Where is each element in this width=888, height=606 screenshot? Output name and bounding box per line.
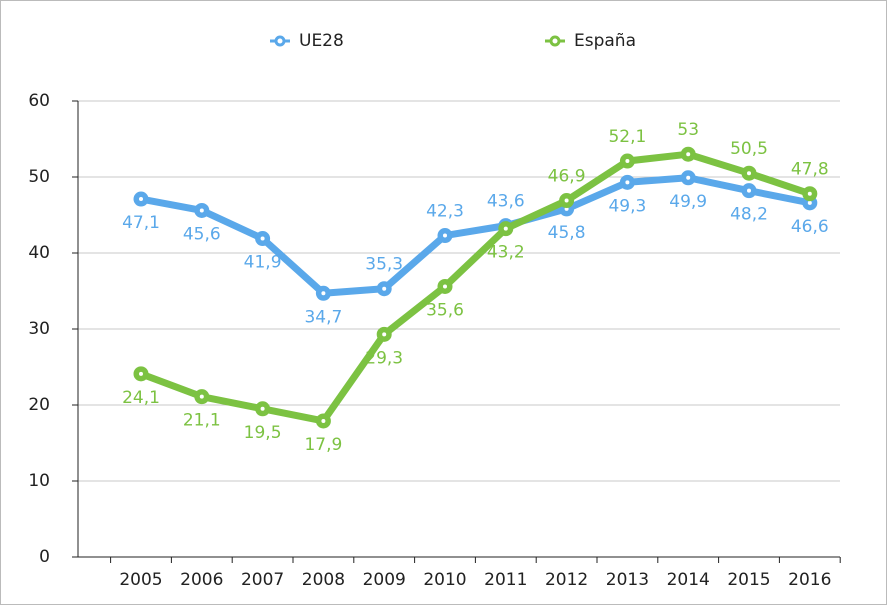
data-label: 43,2 [487, 243, 525, 263]
point-center [139, 371, 143, 376]
point-center [199, 394, 204, 399]
legend-marker [549, 35, 561, 47]
point-center [564, 198, 569, 203]
y-tick-label: 20 [28, 395, 50, 415]
point-center [443, 284, 447, 289]
point-center [625, 180, 630, 185]
data-label: 48,2 [730, 205, 768, 225]
data-label: 41,9 [244, 253, 282, 273]
x-tick-label: 2006 [180, 570, 223, 590]
point-center [139, 197, 143, 202]
x-tick-label: 2013 [606, 570, 649, 590]
data-label: 50,5 [730, 139, 768, 159]
point-center [382, 286, 387, 291]
point-center [503, 226, 508, 231]
y-tick-label: 40 [28, 243, 50, 263]
series-line [140, 174, 811, 297]
data-label: 35,6 [426, 300, 464, 320]
point-center [443, 233, 447, 238]
y-tick-label: 30 [28, 319, 50, 339]
x-tick-label: 2008 [302, 570, 345, 590]
data-label: 19,5 [244, 423, 282, 443]
data-label: 47,8 [791, 160, 829, 180]
data-label: 49,9 [669, 192, 707, 212]
data-label: 35,3 [365, 255, 403, 275]
legend-label: UE28 [299, 31, 344, 51]
data-label: 49,3 [608, 196, 646, 216]
point-center [747, 188, 751, 193]
point-center [807, 200, 812, 205]
point-center [686, 175, 691, 180]
x-tick-label: 2005 [119, 570, 162, 590]
y-tick-label: 0 [39, 547, 50, 567]
x-tick-label: 2010 [423, 570, 466, 590]
series-line [139, 150, 811, 425]
x-tick-label: 2012 [545, 570, 588, 590]
point-center [321, 291, 326, 296]
point-center [686, 152, 691, 157]
x-tick-label: 2009 [363, 570, 406, 590]
x-tick-label: 2007 [241, 570, 284, 590]
point-center [260, 236, 265, 241]
data-label: 47,1 [122, 213, 160, 233]
y-tick-label: 50 [28, 167, 50, 187]
point-center [807, 191, 812, 196]
data-label: 17,9 [304, 435, 342, 455]
y-tick-label: 10 [28, 471, 50, 491]
legend-label: España [574, 31, 636, 51]
point-center [260, 406, 265, 411]
point-center [321, 418, 326, 423]
data-label: 42,3 [426, 202, 464, 222]
data-label: 45,6 [183, 224, 221, 244]
point-center [625, 159, 630, 164]
data-label: 53 [677, 120, 699, 140]
x-tick-label: 2016 [788, 570, 831, 590]
data-label: 21,1 [183, 411, 221, 431]
point-center [382, 332, 387, 337]
data-label: 34,7 [304, 307, 342, 327]
x-tick-label: 2015 [727, 570, 770, 590]
data-label: 46,9 [548, 167, 586, 187]
legend-marker [274, 35, 286, 47]
data-label: 52,1 [608, 127, 646, 147]
y-tick-label: 60 [28, 91, 50, 111]
point-center [199, 208, 204, 213]
x-tick-label: 2014 [667, 570, 710, 590]
x-tick-label: 2011 [484, 570, 527, 590]
point-center [747, 171, 751, 176]
data-label: 29,3 [365, 348, 403, 368]
data-label: 43,6 [487, 192, 525, 212]
data-label: 45,8 [548, 223, 586, 243]
data-label: 24,1 [122, 388, 160, 408]
data-label: 46,6 [791, 217, 829, 237]
